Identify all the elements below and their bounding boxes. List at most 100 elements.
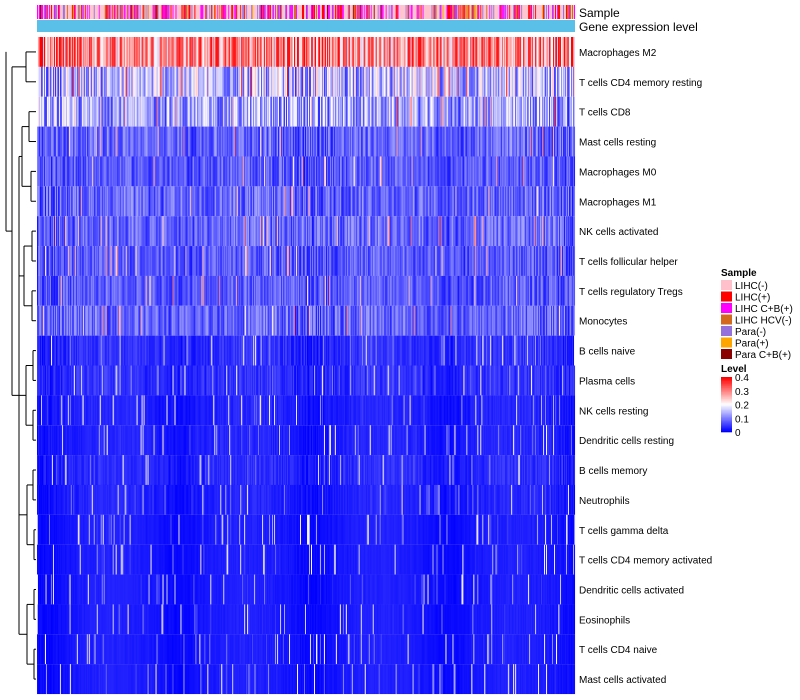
heatmap-cell: [559, 66, 561, 97]
heatmap-cell: [318, 156, 320, 187]
heatmap-cell: [266, 216, 268, 247]
heatmap-cell: [212, 216, 214, 247]
heatmap-cell: [522, 66, 524, 97]
sample-annotation-cell: [384, 5, 386, 19]
heatmap-cell: [507, 156, 509, 187]
heatmap-cell: [326, 96, 328, 127]
heatmap-cell: [330, 186, 332, 217]
heatmap-cell: [377, 126, 379, 157]
heatmap-cell: [249, 156, 251, 187]
heatmap-cell: [466, 126, 468, 157]
heatmap-cell: [370, 126, 372, 157]
heatmap-cell: [558, 37, 560, 67]
heatmap-cell: [69, 37, 71, 67]
heatmap-cell: [335, 37, 337, 67]
heatmap-cell: [560, 66, 562, 97]
heatmap-cell: [461, 186, 463, 217]
heatmap-cell: [420, 96, 422, 127]
heatmap-cell: [253, 216, 255, 247]
heatmap-cell: [486, 216, 488, 247]
heatmap-cell: [249, 246, 251, 276]
heatmap-cell: [425, 126, 427, 157]
heatmap-cell: [419, 246, 421, 276]
heatmap-cell: [100, 246, 102, 276]
heatmap-cell: [361, 96, 363, 127]
heatmap-cell: [426, 216, 428, 247]
heatmap-cell: [92, 246, 94, 276]
heatmap-cell: [384, 246, 386, 276]
heatmap-cell: [153, 216, 155, 247]
heatmap-cell: [372, 126, 374, 157]
heatmap-cell: [446, 37, 448, 67]
heatmap-cell: [211, 216, 213, 247]
heatmap-cell: [438, 156, 440, 187]
heatmap-cell: [51, 37, 53, 67]
heatmap-cell: [503, 186, 505, 217]
heatmap-cell: [319, 66, 321, 97]
heatmap-cell: [570, 246, 572, 276]
heatmap-cell: [235, 66, 237, 97]
heatmap-cell: [40, 126, 43, 157]
sample-annotation-cell: [392, 5, 394, 19]
heatmap-cell: [295, 66, 297, 97]
heatmap-cell: [490, 246, 492, 276]
heatmap-cell: [500, 156, 502, 187]
heatmap-cell: [438, 96, 440, 127]
heatmap-cell: [97, 246, 99, 276]
heatmap-cell: [227, 37, 229, 67]
heatmap-cell: [85, 216, 87, 247]
heatmap-cell: [487, 126, 489, 157]
heatmap-cell: [111, 246, 113, 276]
heatmap-cell: [512, 216, 514, 247]
heatmap-cell: [91, 156, 93, 187]
heatmap-cell: [189, 126, 191, 157]
heatmap-cell: [118, 246, 120, 276]
heatmap-cell: [356, 156, 358, 187]
heatmap-cell: [312, 37, 315, 67]
heatmap-cell: [203, 126, 205, 157]
sample-annotation-cell: [131, 5, 133, 19]
heatmap-cell: [369, 37, 371, 67]
heatmap-cell: [332, 216, 334, 247]
sample-annotation-cell: [95, 5, 97, 19]
heatmap-cell: [548, 246, 550, 276]
heatmap-cell: [505, 216, 507, 247]
heatmap-cell: [463, 37, 465, 67]
heatmap-cell: [390, 126, 392, 157]
heatmap-cell: [70, 246, 72, 276]
heatmap-cell: [96, 96, 98, 127]
heatmap-cell: [200, 156, 202, 187]
heatmap-cell: [523, 66, 525, 97]
heatmap-cell: [393, 66, 395, 97]
heatmap-cell: [426, 246, 428, 276]
heatmap-cell: [168, 37, 170, 67]
heatmap-cell: [461, 216, 463, 247]
heatmap-cell: [556, 246, 558, 276]
sample-annotation-cell: [279, 5, 281, 19]
heatmap-cell: [139, 246, 141, 276]
sample-annotation-cell: [191, 5, 193, 19]
heatmap-cell: [492, 246, 494, 276]
heatmap-cell: [474, 66, 476, 97]
heatmap-cell: [274, 216, 276, 247]
heatmap-cell: [511, 66, 513, 97]
heatmap-cell: [500, 66, 502, 97]
heatmap-cell: [341, 246, 343, 276]
sample-annotation-cell: [331, 5, 333, 19]
heatmap-cell: [367, 186, 369, 217]
heatmap-cell: [251, 156, 253, 187]
sample-annotation-cell: [178, 5, 180, 19]
heatmap-cell: [258, 66, 260, 97]
heatmap-cell: [252, 156, 254, 187]
heatmap-cell: [145, 37, 147, 67]
heatmap-cell: [112, 186, 114, 217]
heatmap-cell: [62, 275, 64, 306]
sample-annotation-cell: [281, 5, 283, 19]
heatmap-cell: [59, 66, 61, 97]
heatmap-cell: [346, 37, 348, 67]
heatmap-cell: [495, 246, 497, 276]
heatmap-cell: [83, 275, 85, 306]
heatmap-cell: [236, 96, 238, 127]
heatmap-cell: [348, 126, 350, 157]
